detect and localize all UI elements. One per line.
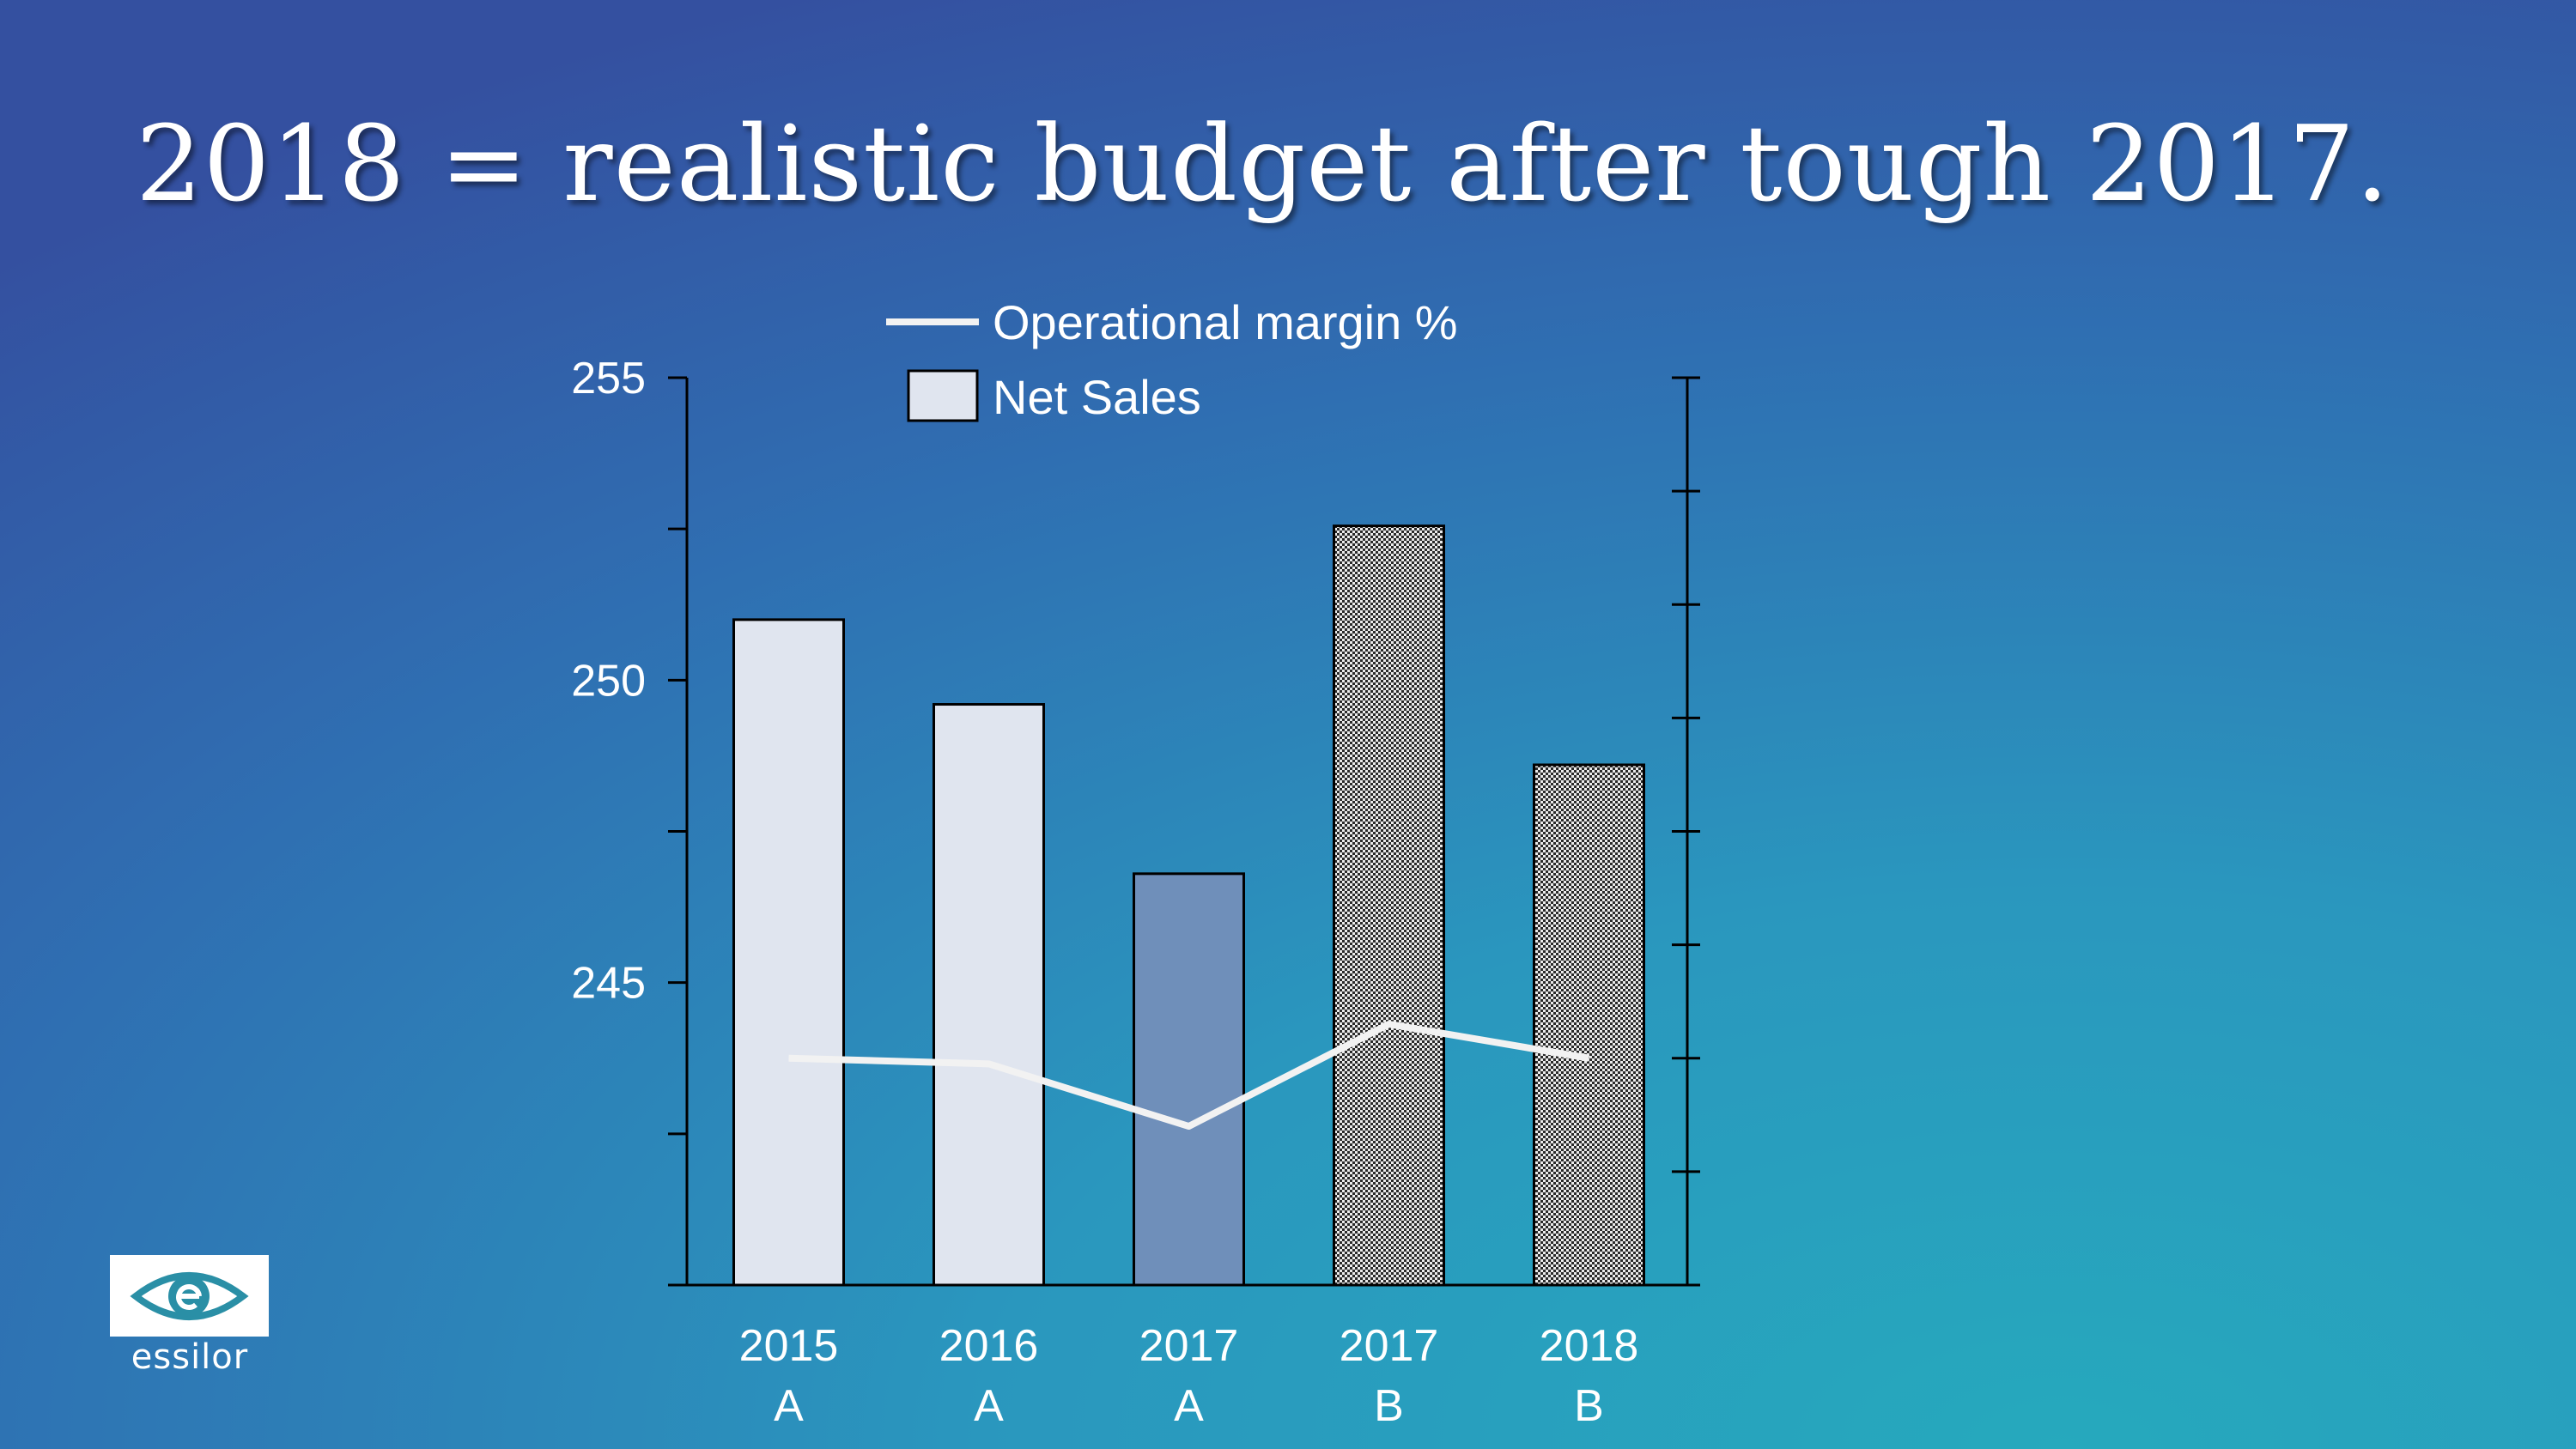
- x-tick-label-type: B: [1374, 1381, 1404, 1431]
- net-sales-bars: [732, 524, 1645, 1287]
- x-tick-label-year: 2016: [939, 1321, 1039, 1371]
- y-tick-label: 250: [571, 656, 646, 706]
- net-sales-bar: [1133, 872, 1245, 1287]
- legend-label-margin: Operational margin %: [993, 295, 1458, 349]
- x-tick-label-type: A: [774, 1381, 804, 1431]
- legend: Operational margin % Net Sales: [886, 295, 1458, 424]
- operational-margin-line: [788, 1021, 1590, 1131]
- x-tick-label-year: 2015: [739, 1321, 839, 1371]
- net-sales-bar: [933, 703, 1045, 1287]
- y-tick-label: 255: [571, 354, 646, 403]
- x-tick-label-year: 2017: [1139, 1321, 1239, 1371]
- x-tick-label-year: 2017: [1340, 1321, 1439, 1371]
- x-tick-label-year: 2018: [1540, 1321, 1639, 1371]
- slide-title: 2018 = realistic budget after tough 2017…: [136, 103, 2391, 225]
- x-tick-label-type: A: [974, 1381, 1004, 1431]
- x-axis-labels: 2015 A 2016 A 2017 A 2017 B 2018 B: [739, 1321, 1639, 1431]
- eye-logo-icon: [130, 1272, 249, 1320]
- net-sales-bar: [732, 618, 845, 1287]
- net-sales-bar: [1533, 763, 1645, 1287]
- y-tick-label: 245: [571, 959, 646, 1009]
- margin-line-layer: [788, 1021, 1590, 1131]
- essilor-logo: [110, 1255, 269, 1337]
- legend-label-net-sales: Net Sales: [993, 370, 1201, 424]
- x-tick-label-type: B: [1574, 1381, 1604, 1431]
- x-tick-label-type: A: [1174, 1381, 1204, 1431]
- net-sales-bar: [1333, 524, 1445, 1287]
- logo-text: essilor: [131, 1337, 249, 1377]
- legend-bar-swatch: [907, 369, 979, 422]
